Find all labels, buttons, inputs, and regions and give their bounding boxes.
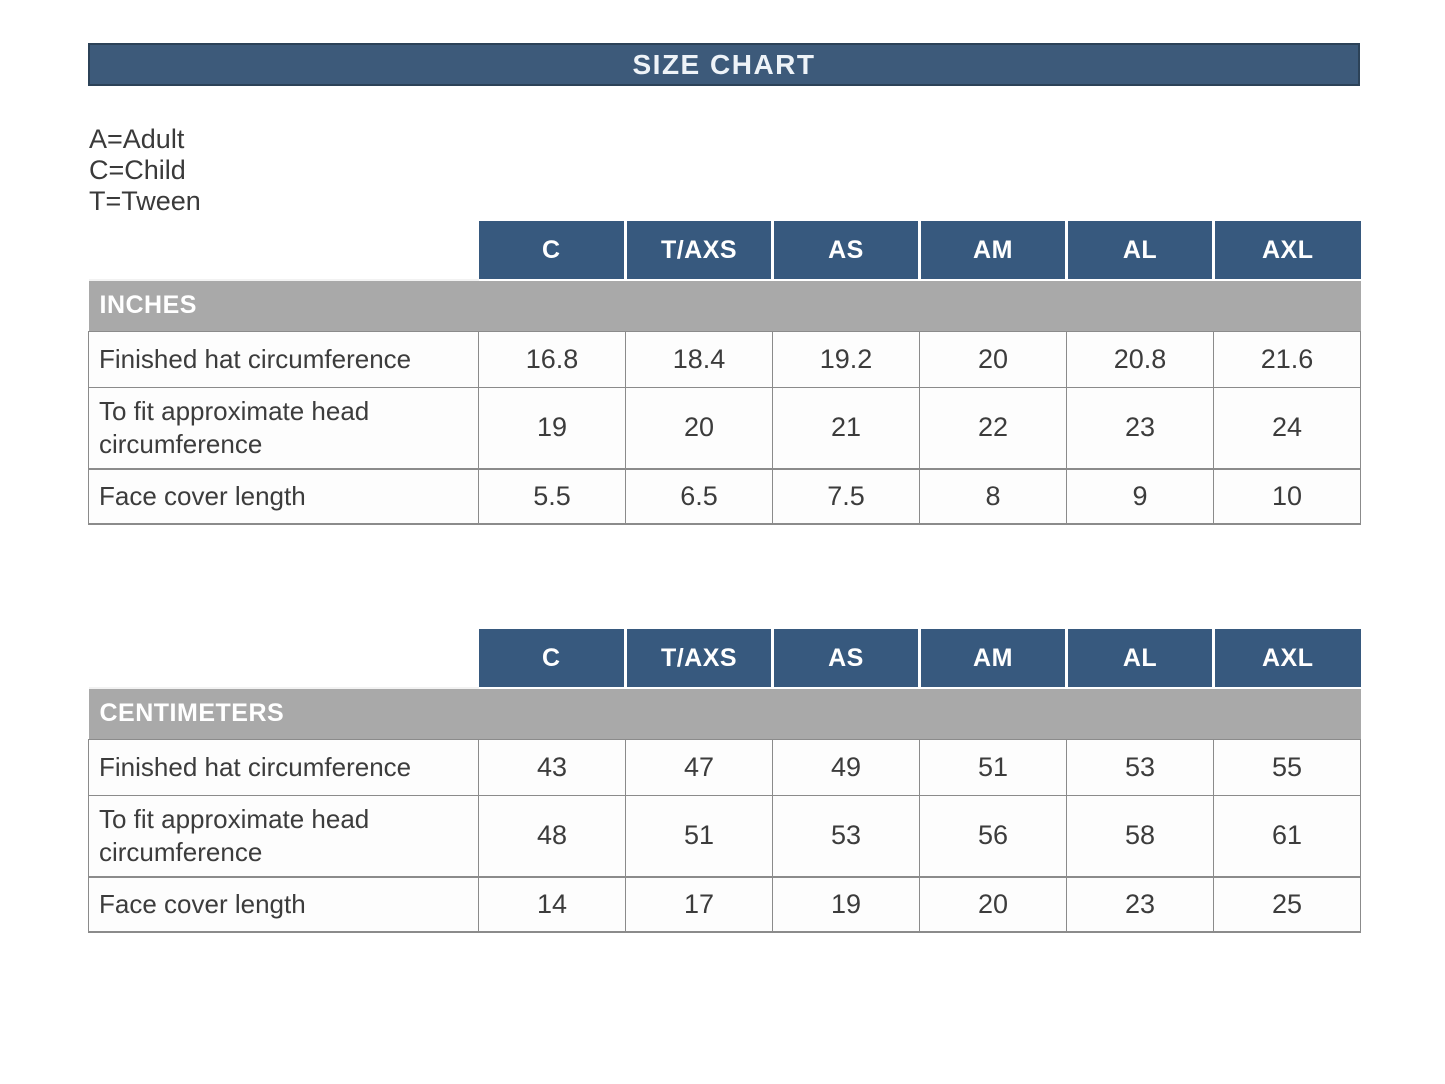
size-value-cell: 17 (625, 876, 773, 933)
size-value-cell: 19 (478, 386, 626, 470)
size-value-cell: 19 (772, 876, 920, 933)
size-value-cell: 10 (1213, 468, 1361, 525)
column-header-t-axs: T/AXS (624, 629, 773, 689)
size-value-cell: 23 (1066, 876, 1214, 933)
size-value-cell: 16.8 (478, 330, 626, 388)
legend-line-adult: A=Adult (89, 124, 185, 154)
table-row: Finished hat circumference 43 47 49 51 5… (88, 738, 1361, 796)
row-label: Finished hat circumference (88, 330, 479, 388)
title-bar: SIZE CHART (88, 43, 1360, 86)
size-value-cell: 55 (1213, 738, 1361, 796)
unit-label: CENTIMETERS (88, 687, 1361, 740)
size-value-cell: 58 (1066, 794, 1214, 878)
size-value-cell: 9 (1066, 468, 1214, 525)
row-label: To fit approximate head circumference (88, 794, 479, 878)
column-header-am: AM (918, 629, 1067, 689)
size-value-cell: 23 (1066, 386, 1214, 470)
size-value-cell: 24 (1213, 386, 1361, 470)
centimeters-size-table: C T/AXS AS AM AL AXL CENTIMETERS Finishe… (88, 629, 1361, 933)
column-header-al: AL (1065, 221, 1214, 281)
size-value-cell: 20 (919, 330, 1067, 388)
row-label: Finished hat circumference (88, 738, 479, 796)
unit-row-centimeters: CENTIMETERS (88, 687, 1361, 740)
size-value-cell: 7.5 (772, 468, 920, 525)
size-value-cell: 19.2 (772, 330, 920, 388)
corner-spacer (89, 629, 479, 688)
table-header-row: C T/AXS AS AM AL AXL (89, 221, 1361, 281)
column-header-axl: AXL (1212, 629, 1361, 689)
size-value-cell: 18.4 (625, 330, 773, 388)
size-value-cell: 61 (1213, 794, 1361, 878)
table-row: Finished hat circumference 16.8 18.4 19.… (88, 330, 1361, 388)
column-header-c: C (478, 221, 626, 281)
size-value-cell: 6.5 (625, 468, 773, 525)
size-value-cell: 8 (919, 468, 1067, 525)
size-value-cell: 56 (919, 794, 1067, 878)
column-header-as: AS (771, 629, 920, 689)
row-label: To fit approximate head circumference (88, 386, 479, 470)
size-value-cell: 43 (478, 738, 626, 796)
column-header-t-axs: T/AXS (624, 221, 773, 281)
size-value-cell: 21 (772, 386, 920, 470)
size-value-cell: 49 (772, 738, 920, 796)
inches-size-table: C T/AXS AS AM AL AXL INCHES Finished hat… (88, 221, 1361, 525)
row-label: Face cover length (88, 876, 479, 933)
page-title: SIZE CHART (632, 48, 816, 80)
size-value-cell: 47 (625, 738, 773, 796)
corner-spacer (89, 221, 479, 280)
table-row: To fit approximate head circumference 19… (88, 386, 1361, 470)
size-value-cell: 20.8 (1066, 330, 1214, 388)
size-value-cell: 20 (919, 876, 1067, 933)
size-value-cell: 48 (478, 794, 626, 878)
size-value-cell: 21.6 (1213, 330, 1361, 388)
size-abbreviation-legend: A=Adult C=Child T=Tween (89, 124, 201, 217)
unit-label: INCHES (88, 279, 1361, 332)
column-header-c: C (478, 629, 626, 689)
row-label: Face cover length (88, 468, 479, 525)
size-value-cell: 51 (919, 738, 1067, 796)
size-value-cell: 14 (478, 876, 626, 933)
table-header-row: C T/AXS AS AM AL AXL (89, 629, 1361, 689)
column-header-as: AS (771, 221, 920, 281)
column-header-axl: AXL (1212, 221, 1361, 281)
size-value-cell: 20 (625, 386, 773, 470)
size-value-cell: 53 (1066, 738, 1214, 796)
size-value-cell: 5.5 (478, 468, 626, 525)
table-row: To fit approximate head circumference 48… (88, 794, 1361, 878)
size-value-cell: 53 (772, 794, 920, 878)
size-value-cell: 51 (625, 794, 773, 878)
size-value-cell: 22 (919, 386, 1067, 470)
size-value-cell: 25 (1213, 876, 1361, 933)
table-row: Face cover length 5.5 6.5 7.5 8 9 10 (88, 468, 1361, 525)
column-header-am: AM (918, 221, 1067, 281)
legend-line-tween: T=Tween (89, 186, 201, 216)
legend-line-child: C=Child (89, 155, 186, 185)
table-row: Face cover length 14 17 19 20 23 25 (88, 876, 1361, 933)
unit-row-inches: INCHES (88, 279, 1361, 332)
column-header-al: AL (1065, 629, 1214, 689)
